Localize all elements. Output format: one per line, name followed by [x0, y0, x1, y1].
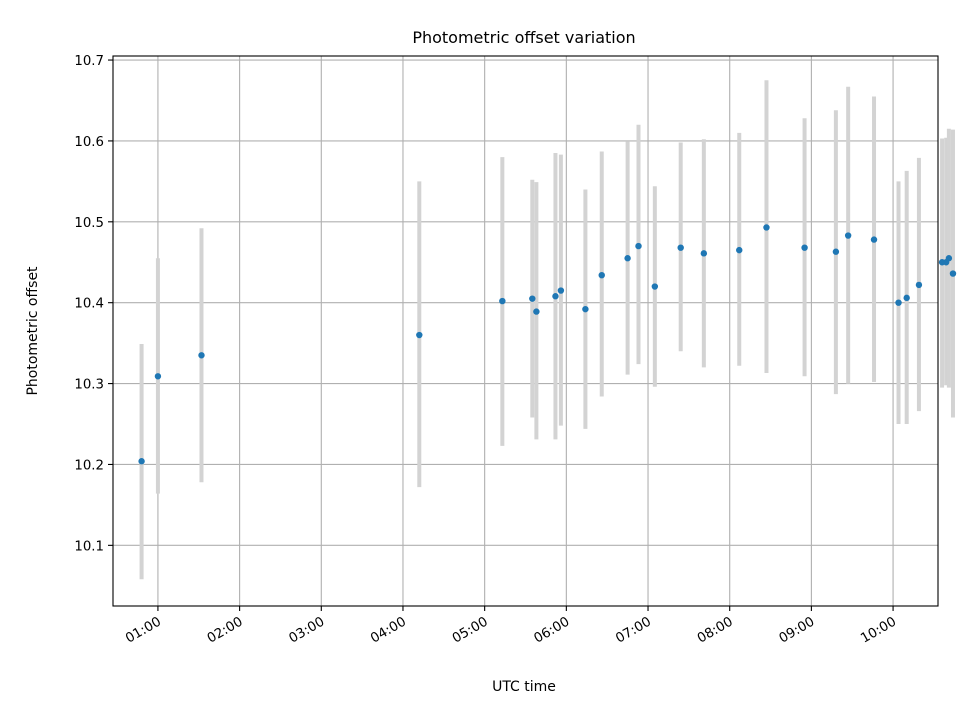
chart-title: Photometric offset variation — [412, 28, 635, 47]
data-point — [529, 295, 536, 302]
data-point — [700, 250, 708, 257]
point-layer — [138, 224, 957, 465]
data-point — [832, 248, 840, 255]
data-point — [915, 281, 923, 289]
data-point — [870, 236, 878, 243]
data-point — [557, 287, 565, 294]
y-tick-label: 10.6 — [74, 135, 104, 150]
y-tick-label: 10.4 — [74, 297, 104, 312]
y-axis-label: Photometric offset — [25, 266, 41, 396]
grid-layer — [113, 56, 938, 606]
data-point — [499, 297, 506, 305]
data-point — [598, 271, 605, 279]
data-point — [635, 242, 642, 250]
data-point — [736, 246, 743, 254]
data-point — [582, 305, 589, 313]
y-tick-label: 10.2 — [74, 458, 104, 473]
y-tick-label: 10.5 — [74, 216, 104, 231]
data-point — [677, 244, 684, 251]
x-axis-label: UTC time — [492, 679, 556, 695]
plot-frame — [112, 55, 939, 607]
data-point — [844, 232, 852, 239]
data-point — [903, 294, 910, 302]
y-axis: 10.1 10.2 10.3 10.4 10.5 10.6 10.7 — [74, 54, 113, 554]
data-point — [801, 244, 808, 251]
data-point — [533, 308, 540, 315]
data-point — [154, 373, 162, 380]
data-point — [138, 458, 145, 465]
data-point — [552, 293, 559, 300]
data-point — [198, 352, 205, 359]
y-tick-label: 10.3 — [74, 378, 104, 393]
data-point — [895, 299, 902, 306]
y-tick-label: 10.7 — [74, 54, 104, 69]
data-point — [624, 255, 631, 262]
y-tick-label: 10.1 — [74, 539, 104, 554]
data-point — [416, 331, 423, 339]
data-point — [949, 270, 957, 277]
data-point — [945, 255, 953, 262]
data-point — [763, 224, 770, 231]
data-point — [651, 283, 659, 290]
